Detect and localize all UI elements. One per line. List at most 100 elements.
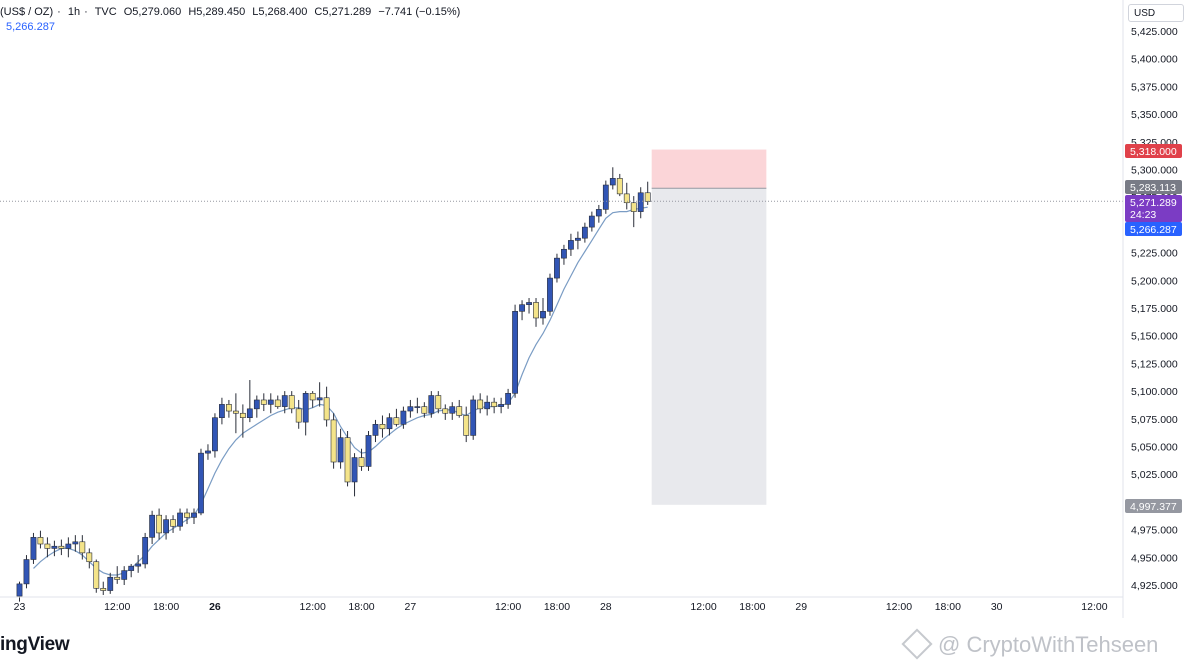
stop-price-label: 5,318.000 bbox=[1125, 144, 1182, 158]
candle-body-up bbox=[163, 519, 169, 534]
candle bbox=[212, 413, 218, 458]
candle-body-down bbox=[114, 576, 121, 580]
candle bbox=[295, 399, 302, 429]
currency-button[interactable]: USD bbox=[1128, 4, 1184, 22]
candle bbox=[309, 391, 316, 408]
candle bbox=[274, 395, 281, 409]
candle bbox=[568, 233, 574, 256]
candle-body-up bbox=[574, 237, 581, 241]
watermark-text: @ CryptoWithTehseen bbox=[938, 632, 1159, 657]
candle-body-up bbox=[526, 302, 532, 305]
candle-body-down bbox=[37, 537, 44, 545]
candle-body-up bbox=[400, 410, 407, 425]
candle-body-up bbox=[142, 537, 149, 565]
candle-body-down bbox=[644, 192, 651, 202]
time-tick-label: 18:00 bbox=[739, 601, 765, 613]
position-zones bbox=[651, 149, 767, 505]
source-label: TVC bbox=[94, 6, 117, 18]
candle bbox=[588, 211, 595, 232]
candle bbox=[226, 399, 232, 418]
target-price-label-text: 4,997.377 bbox=[1130, 501, 1177, 513]
candle-body-up bbox=[65, 543, 72, 549]
candle bbox=[79, 535, 86, 560]
candle bbox=[365, 430, 372, 471]
candle-body-up bbox=[246, 408, 253, 418]
watermark: @ CryptoWithTehseen bbox=[901, 628, 1159, 660]
tradingview-logo[interactable]: ingView bbox=[0, 634, 70, 655]
candle bbox=[170, 515, 176, 533]
candle-body-down bbox=[44, 543, 51, 549]
candle-body-up bbox=[484, 401, 491, 410]
candle bbox=[407, 399, 414, 418]
time-tick-label: 28 bbox=[600, 601, 612, 613]
candle-body-up bbox=[72, 541, 79, 545]
candle bbox=[498, 397, 505, 414]
candle bbox=[302, 391, 309, 436]
price-tick-label: 4,950.000 bbox=[1131, 552, 1178, 564]
candle bbox=[72, 535, 79, 552]
candle bbox=[37, 530, 44, 549]
candle bbox=[456, 399, 463, 418]
time-tick-label: 29 bbox=[795, 601, 807, 613]
candle-body-down bbox=[58, 545, 65, 549]
candle bbox=[65, 537, 72, 558]
candle bbox=[177, 508, 183, 531]
candle-body-down bbox=[491, 401, 498, 407]
candle bbox=[414, 397, 421, 414]
candle bbox=[540, 298, 546, 325]
price-axis-labels: 5,318.000 5,283.113 5,271.289 24:23 5,26… bbox=[1125, 144, 1182, 513]
candle bbox=[107, 572, 114, 594]
price-tick-label: 5,150.000 bbox=[1131, 331, 1178, 343]
time-tick-label: 12:00 bbox=[690, 601, 716, 613]
price-tick-label: 5,200.000 bbox=[1131, 275, 1178, 287]
time-tick-label: 18:00 bbox=[935, 601, 961, 613]
candle bbox=[372, 419, 379, 443]
entry-price-label-bg bbox=[1125, 180, 1182, 194]
candle-body-down bbox=[533, 302, 539, 319]
candle-body-down bbox=[393, 417, 400, 425]
candle-body-up bbox=[51, 545, 58, 549]
candle bbox=[281, 391, 288, 414]
candle-body-down bbox=[421, 406, 428, 414]
time-tick-label: 27 bbox=[405, 601, 417, 613]
candle bbox=[644, 181, 651, 205]
candle-body-up bbox=[337, 437, 344, 463]
candle bbox=[351, 453, 358, 497]
candle bbox=[30, 532, 37, 564]
candle-body-up bbox=[191, 512, 197, 518]
candle-body-down bbox=[435, 395, 442, 410]
time-tick-label: 12:00 bbox=[104, 601, 130, 613]
candle bbox=[142, 532, 149, 569]
candle bbox=[477, 393, 484, 414]
close-value: C5,271.289 bbox=[314, 6, 372, 18]
candle-body-down bbox=[100, 588, 107, 591]
time-axis[interactable]: 23 12:00 18:00 26 12:00 18:00 27 12:00 18:00 28 12… bbox=[14, 601, 1108, 613]
stop-price-label-bg bbox=[1125, 144, 1182, 158]
candle-body-down bbox=[79, 541, 86, 554]
legend-header: (US$ / OZ) · 1h · TVC O5,279.060 H5,289.45… bbox=[0, 6, 461, 18]
time-tick-label: 18:00 bbox=[348, 601, 374, 613]
candle bbox=[184, 508, 190, 525]
candle-body-down bbox=[274, 399, 281, 407]
price-tick-label: 5,300.000 bbox=[1131, 165, 1178, 177]
candle-body-down bbox=[463, 415, 470, 436]
candle bbox=[547, 273, 553, 316]
candle-body-up bbox=[414, 406, 421, 408]
candle-body-up bbox=[498, 404, 505, 407]
candle-body-up bbox=[149, 514, 156, 538]
candle bbox=[595, 204, 602, 223]
symbol-label[interactable]: (US$ / OZ) bbox=[0, 6, 54, 18]
interval-label[interactable]: 1h bbox=[67, 6, 81, 18]
candle bbox=[393, 408, 400, 427]
candle bbox=[51, 540, 58, 557]
candle-body-up bbox=[386, 417, 393, 430]
ma-legend-value[interactable]: 5,266.287 bbox=[6, 21, 55, 33]
candle bbox=[128, 563, 135, 578]
candle bbox=[574, 231, 581, 250]
candle bbox=[505, 388, 511, 409]
candle bbox=[323, 386, 330, 427]
candle-body-down bbox=[309, 393, 316, 401]
candle bbox=[288, 391, 295, 414]
ma-price-label: 5,266.287 bbox=[1125, 222, 1182, 236]
